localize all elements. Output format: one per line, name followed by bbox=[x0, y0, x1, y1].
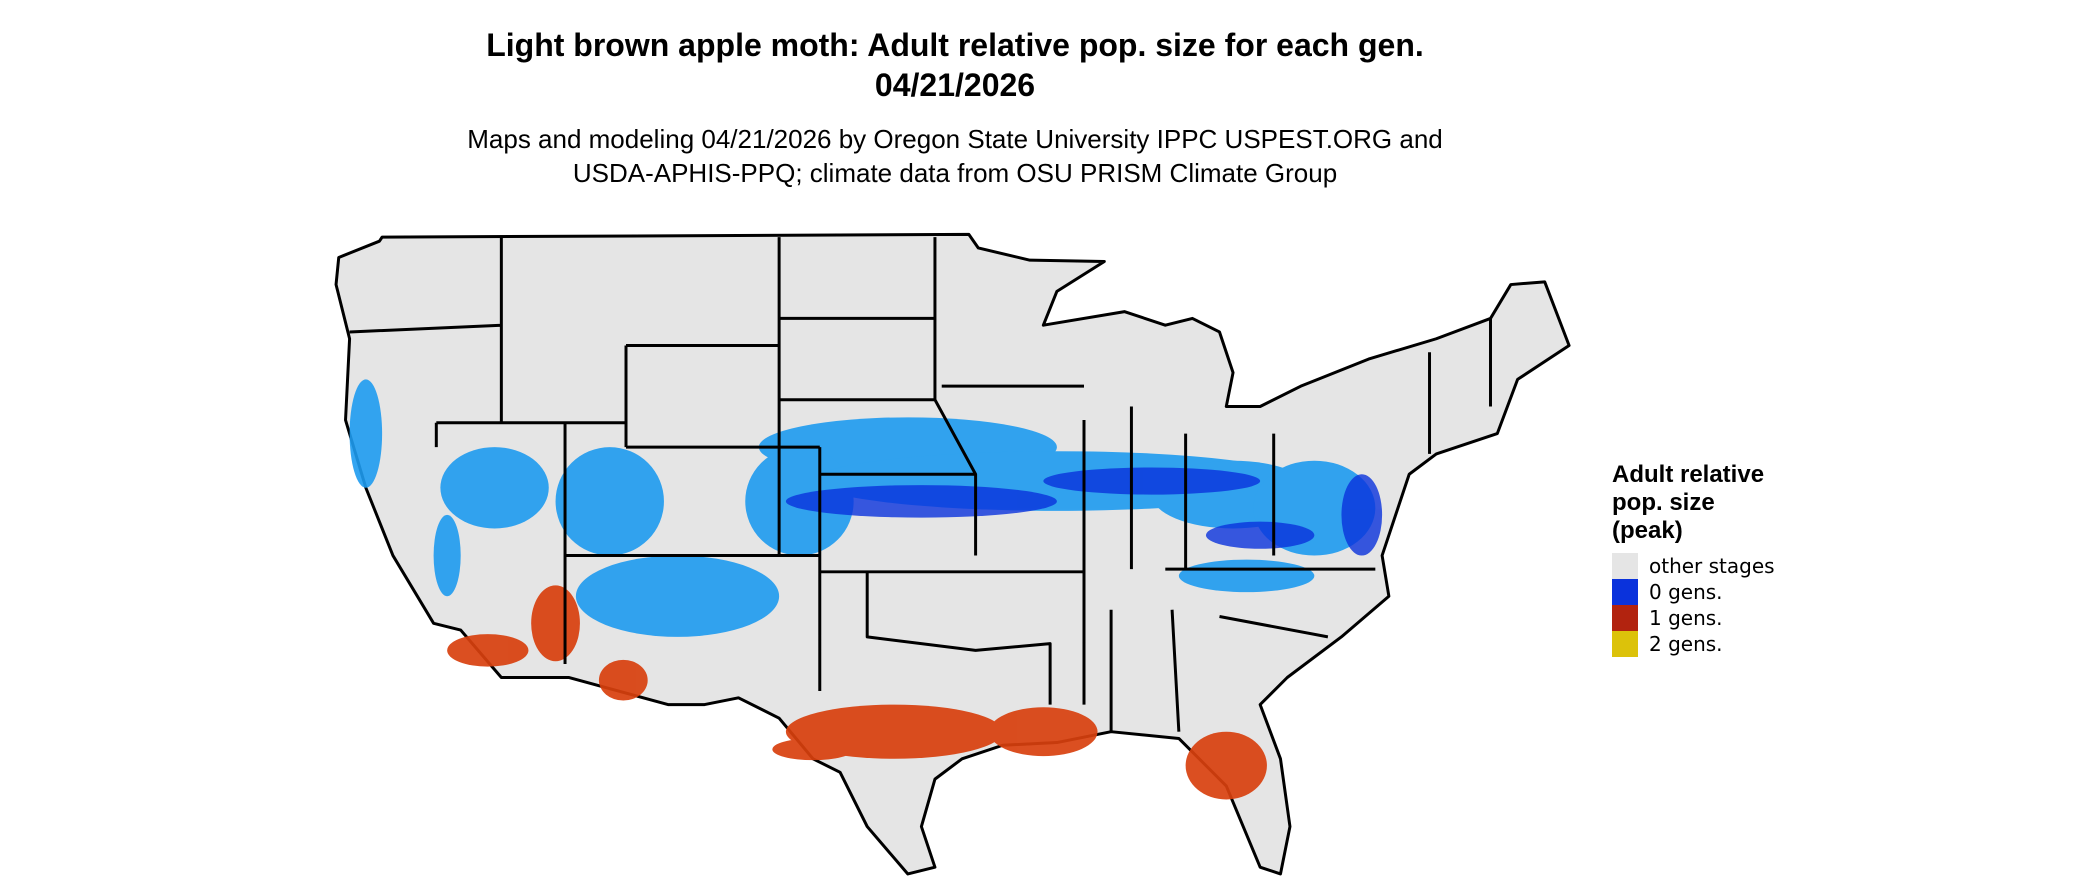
one-gen-areas bbox=[447, 585, 1267, 800]
legend-title: (peak) bbox=[1612, 517, 1683, 544]
state-lines bbox=[349, 237, 1492, 732]
area bbox=[785, 485, 1057, 518]
legend-label: 1 gens. bbox=[1649, 606, 1723, 630]
area bbox=[440, 447, 549, 529]
subtitle: Maps and modeling 04/21/2026 by Oregon S… bbox=[467, 124, 1443, 154]
area bbox=[433, 514, 461, 597]
area bbox=[349, 379, 383, 488]
area bbox=[1341, 474, 1383, 556]
legend: Adult relative pop. size (peak) other st… bbox=[1612, 461, 1775, 657]
area bbox=[447, 634, 529, 667]
area bbox=[531, 585, 580, 662]
legend-label: other stages bbox=[1649, 554, 1775, 578]
legend-title: Adult relative bbox=[1612, 461, 1764, 488]
us-outline bbox=[334, 232, 1571, 876]
area bbox=[555, 447, 664, 556]
area bbox=[772, 738, 854, 761]
legend-title: pop. size bbox=[1612, 489, 1715, 516]
legend-swatch bbox=[1612, 579, 1638, 605]
legend-label: 0 gens. bbox=[1649, 580, 1723, 604]
area bbox=[1178, 559, 1315, 593]
area bbox=[1185, 731, 1267, 800]
legend-swatch bbox=[1612, 605, 1638, 631]
area bbox=[989, 707, 1098, 757]
zero-gen-core bbox=[785, 467, 1383, 556]
legend-swatch bbox=[1612, 631, 1638, 657]
area bbox=[575, 555, 780, 637]
map bbox=[334, 232, 1571, 876]
subtitle: USDA-APHIS-PPQ; climate data from OSU PR… bbox=[573, 158, 1337, 188]
legend-label: 2 gens. bbox=[1649, 632, 1723, 656]
area bbox=[1205, 521, 1315, 549]
title: Light brown apple moth: Adult relative p… bbox=[486, 27, 1424, 63]
legend-swatch bbox=[1612, 553, 1638, 579]
area bbox=[598, 659, 648, 701]
area bbox=[1043, 467, 1261, 495]
title: 04/21/2026 bbox=[875, 67, 1035, 103]
